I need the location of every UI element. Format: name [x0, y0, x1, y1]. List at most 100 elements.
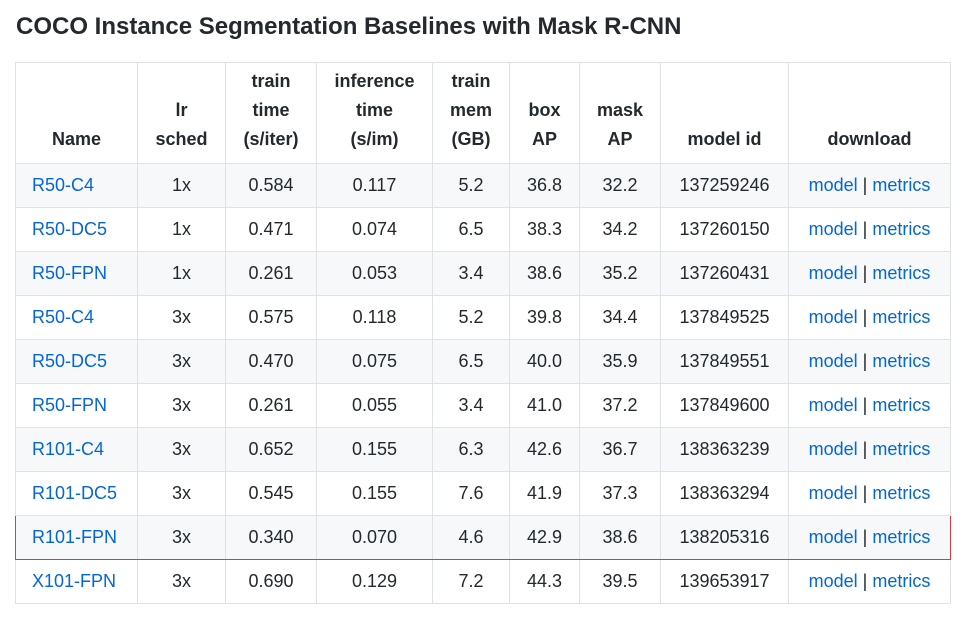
- lr-sched-cell: 1x: [137, 207, 226, 252]
- inference-time-cell: 0.053: [316, 251, 433, 296]
- train-time-cell: 0.690: [225, 559, 317, 604]
- box-ap-cell: 44.3: [509, 559, 580, 604]
- inference-time-cell: 0.155: [316, 427, 433, 472]
- lr-sched-cell: 3x: [137, 559, 226, 604]
- mask-ap-cell: 39.5: [579, 559, 661, 604]
- table-row: R101-C4 3x 0.652 0.155 6.3 42.6 36.7 138363239 m…: [15, 427, 951, 472]
- model-download-link[interactable]: model: [808, 219, 858, 239]
- inference-time-cell: 0.070: [316, 515, 433, 560]
- inference-time-cell: 0.117: [316, 163, 433, 208]
- train-mem-cell: 3.4: [432, 383, 510, 428]
- header-model-id: model id: [660, 62, 789, 164]
- header-line: time: [355, 100, 393, 120]
- model-id-cell: 138363239: [660, 427, 789, 472]
- header-line: AP: [607, 129, 633, 149]
- metrics-download-link[interactable]: metrics: [872, 307, 931, 327]
- lr-sched-cell: 3x: [137, 515, 226, 560]
- metrics-download-link[interactable]: metrics: [872, 219, 931, 239]
- model-download-link[interactable]: model: [808, 571, 858, 591]
- table-header-row: Name lr sched train time (s/iter) inference tim…: [15, 62, 951, 164]
- model-download-link[interactable]: model: [808, 175, 858, 195]
- metrics-download-link[interactable]: metrics: [872, 439, 931, 459]
- download-cell: model | metrics: [788, 471, 951, 516]
- train-mem-cell: 6.5: [432, 207, 510, 252]
- model-download-link[interactable]: model: [808, 527, 858, 547]
- table-row: R101-FPN 3x 0.340 0.070 4.6 42.9 38.6 138205316…: [15, 515, 951, 560]
- model-name-link[interactable]: R101-C4: [32, 439, 105, 459]
- model-name-link[interactable]: X101-FPN: [32, 571, 117, 591]
- metrics-download-link[interactable]: metrics: [872, 395, 931, 415]
- model-download-link[interactable]: model: [808, 351, 858, 371]
- metrics-download-link[interactable]: metrics: [872, 263, 931, 283]
- model-name-link[interactable]: R50-C4: [32, 175, 95, 195]
- model-id-cell: 138363294: [660, 471, 789, 516]
- name-cell: R101-FPN: [15, 515, 138, 560]
- train-mem-cell: 6.3: [432, 427, 510, 472]
- header-lr-sched: lr sched: [137, 62, 226, 164]
- header-line: (s/im): [350, 129, 399, 149]
- box-ap-cell: 39.8: [509, 295, 580, 340]
- table-row: R50-C4 3x 0.575 0.118 5.2 39.8 34.4 137849525 mo…: [15, 295, 951, 340]
- model-download-link[interactable]: model: [808, 483, 858, 503]
- train-mem-cell: 5.2: [432, 163, 510, 208]
- name-cell: R50-FPN: [15, 251, 138, 296]
- link-separator: |: [862, 307, 868, 327]
- model-name-link[interactable]: R50-DC5: [32, 219, 108, 239]
- metrics-download-link[interactable]: metrics: [872, 483, 931, 503]
- name-cell: R50-FPN: [15, 383, 138, 428]
- header-train-time: train time (s/iter): [225, 62, 317, 164]
- model-download-link[interactable]: model: [808, 395, 858, 415]
- lr-sched-cell: 3x: [137, 427, 226, 472]
- model-download-link[interactable]: model: [808, 307, 858, 327]
- header-line: train: [451, 71, 491, 91]
- link-separator: |: [862, 395, 868, 415]
- model-download-link[interactable]: model: [808, 263, 858, 283]
- download-cell: model | metrics: [788, 207, 951, 252]
- download-cell: model | metrics: [788, 251, 951, 296]
- link-separator: |: [862, 439, 868, 459]
- name-cell: R50-DC5: [15, 339, 138, 384]
- model-download-link[interactable]: model: [808, 439, 858, 459]
- metrics-download-link[interactable]: metrics: [872, 527, 931, 547]
- model-name-link[interactable]: R50-FPN: [32, 395, 108, 415]
- model-name-link[interactable]: R101-DC5: [32, 483, 118, 503]
- train-mem-cell: 7.6: [432, 471, 510, 516]
- model-name-link[interactable]: R50-DC5: [32, 351, 108, 371]
- metrics-download-link[interactable]: metrics: [872, 175, 931, 195]
- metrics-download-link[interactable]: metrics: [872, 571, 931, 591]
- header-name: Name: [15, 62, 138, 164]
- train-mem-cell: 3.4: [432, 251, 510, 296]
- mask-ap-cell: 34.4: [579, 295, 661, 340]
- name-cell: R50-DC5: [15, 207, 138, 252]
- name-cell: R50-C4: [15, 163, 138, 208]
- train-mem-cell: 6.5: [432, 339, 510, 384]
- train-mem-cell: 4.6: [432, 515, 510, 560]
- box-ap-cell: 41.0: [509, 383, 580, 428]
- box-ap-cell: 38.6: [509, 251, 580, 296]
- model-id-cell: 139653917: [660, 559, 789, 604]
- mask-ap-cell: 36.7: [579, 427, 661, 472]
- inference-time-cell: 0.074: [316, 207, 433, 252]
- header-line: model id: [687, 129, 762, 149]
- model-id-cell: 137849551: [660, 339, 789, 384]
- model-name-link[interactable]: R50-C4: [32, 307, 95, 327]
- table-row: R50-DC5 1x 0.471 0.074 6.5 38.3 34.2 137260150 m…: [15, 207, 951, 252]
- page-title: COCO Instance Segmentation Baselines wit…: [16, 13, 682, 40]
- header-line: box: [528, 100, 561, 120]
- train-time-cell: 0.340: [225, 515, 317, 560]
- model-id-cell: 137260150: [660, 207, 789, 252]
- model-id-cell: 138205316: [660, 515, 789, 560]
- box-ap-cell: 36.8: [509, 163, 580, 208]
- model-name-link[interactable]: R50-FPN: [32, 263, 108, 283]
- model-name-link[interactable]: R101-FPN: [32, 527, 118, 547]
- header-line: mem: [449, 100, 493, 120]
- inference-time-cell: 0.055: [316, 383, 433, 428]
- header-mask-ap: mask AP: [579, 62, 661, 164]
- inference-time-cell: 0.129: [316, 559, 433, 604]
- model-id-cell: 137260431: [660, 251, 789, 296]
- table-body: R50-C4 1x 0.584 0.117 5.2 36.8 32.2 137259246 mo…: [15, 163, 951, 604]
- link-separator: |: [862, 483, 868, 503]
- header-line: inference: [334, 71, 415, 91]
- metrics-download-link[interactable]: metrics: [872, 351, 931, 371]
- mask-ap-cell: 34.2: [579, 207, 661, 252]
